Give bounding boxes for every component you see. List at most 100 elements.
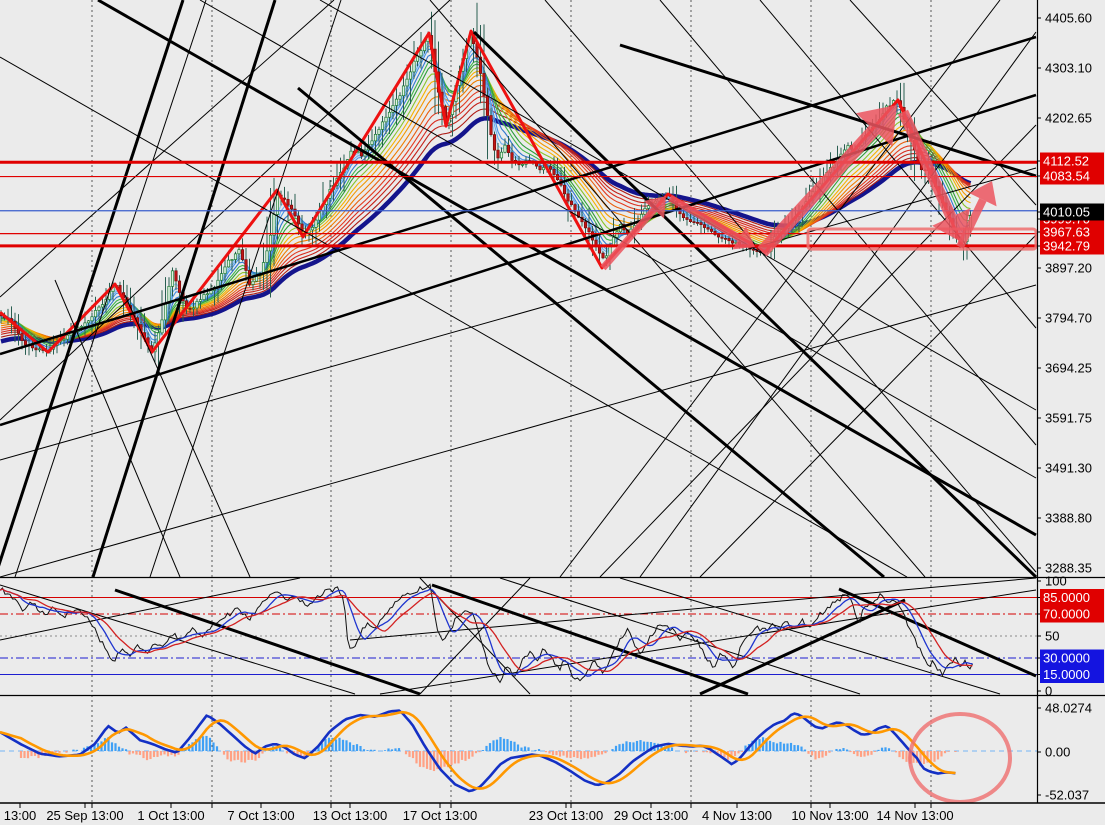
trendline[interactable] — [54, 279, 181, 577]
trend-arrow-shaft[interactable] — [897, 109, 957, 220]
stoch-trendline[interactable] — [499, 578, 861, 695]
trendline[interactable] — [0, 35, 1037, 356]
trend-arrow-head[interactable] — [644, 196, 666, 219]
candle-bear — [699, 222, 703, 225]
stoch-trendline[interactable] — [114, 588, 421, 695]
highlight-ellipse[interactable] — [908, 712, 1012, 803]
histogram-bar-negative — [586, 751, 590, 759]
trend-arrow-shaft[interactable] — [757, 125, 879, 257]
candle-bull — [643, 208, 647, 215]
price-tick-label: 3694.25 — [1045, 361, 1092, 376]
price-zone-rectangle[interactable] — [806, 227, 1037, 251]
trendline[interactable] — [544, 0, 1037, 573]
candle-bear — [538, 165, 542, 171]
stoch-trendline[interactable] — [0, 578, 301, 641]
time-axis-label[interactable]: 7 Oct 13:00 — [227, 808, 294, 823]
trendline[interactable] — [0, 284, 1037, 577]
time-axis-label[interactable]: 17 Oct 13:00 — [403, 808, 477, 823]
stoch-level-label: 50 — [1045, 629, 1059, 644]
time-axis-label[interactable]: 1 Oct 13:00 — [137, 808, 204, 823]
histogram-bar-positive — [639, 740, 642, 751]
stoch-trendline[interactable] — [419, 578, 531, 695]
time-axis-label[interactable]: 13 Oct 13:00 — [313, 808, 387, 823]
histogram-bar-positive — [481, 750, 485, 751]
stoch-trendline[interactable] — [349, 578, 1037, 641]
trendline[interactable] — [472, 30, 1037, 577]
stochastic-panel[interactable] — [0, 578, 1037, 695]
trendline[interactable] — [91, 0, 277, 577]
histogram-bar-positive — [835, 748, 838, 751]
histogram-bar-negative — [23, 751, 26, 758]
trendline[interactable] — [759, 0, 1037, 329]
candle-bull — [499, 151, 504, 159]
trendline[interactable] — [559, 0, 1001, 577]
trend-arrow-head[interactable] — [855, 105, 897, 147]
histogram-bar-negative — [296, 751, 299, 757]
stoch-trendline[interactable] — [699, 598, 906, 695]
trendline[interactable] — [0, 0, 185, 577]
histogram-bar-negative — [814, 751, 817, 760]
candle-bull — [86, 320, 91, 324]
trendline[interactable] — [849, 0, 1037, 206]
trendline[interactable] — [699, 234, 1037, 577]
trendline[interactable] — [0, 0, 335, 298]
time-axis-label[interactable]: 13:00 — [4, 808, 37, 823]
trend-arrow-shaft[interactable] — [956, 197, 987, 249]
time-axis-label[interactable]: 23 Oct 13:00 — [529, 808, 603, 823]
candle-bear — [706, 227, 710, 230]
trend-arrow-shaft[interactable] — [668, 194, 741, 241]
trendline[interactable] — [599, 124, 1037, 577]
histogram-bar-positive — [537, 749, 541, 751]
stoch-trendline[interactable] — [619, 578, 1001, 695]
candle-bear — [23, 340, 28, 346]
trend-arrow-head[interactable] — [969, 181, 997, 207]
trendline[interactable] — [659, 0, 1037, 446]
histogram-bar-positive — [754, 739, 758, 751]
histogram-bar-negative — [149, 751, 152, 760]
candle-bull — [503, 144, 507, 153]
trendline[interactable] — [0, 56, 908, 577]
histogram-bar-negative — [474, 751, 478, 754]
time-axis-label[interactable]: 29 Oct 13:00 — [614, 808, 688, 823]
candle-bear — [188, 307, 192, 310]
time-axis-label[interactable]: 14 Nov 13:00 — [876, 808, 953, 823]
histogram-bar-negative — [565, 751, 569, 758]
candle-bear — [730, 240, 735, 244]
stoch-trendline[interactable] — [431, 583, 749, 695]
candle-bear — [716, 234, 721, 238]
trend-arrow-head[interactable] — [932, 208, 971, 243]
macd-scale-label: -52.037 — [1045, 788, 1089, 803]
trendline[interactable] — [0, 0, 451, 421]
price-badge-red: 4083.54 — [1043, 169, 1090, 184]
time-axis-label[interactable]: 10 Nov 13:00 — [791, 808, 868, 823]
main-price-panel[interactable] — [0, 0, 1037, 577]
trendline[interactable] — [639, 31, 1037, 577]
histogram-bar-positive — [803, 749, 807, 751]
histogram-bar-positive — [800, 746, 803, 751]
candle-bear — [692, 221, 696, 223]
trendline[interactable] — [429, 0, 926, 577]
histogram-bar-negative — [247, 751, 250, 760]
trendline[interactable] — [0, 167, 1037, 461]
candle-bull — [79, 326, 84, 328]
stoch-trendline[interactable] — [379, 589, 1037, 695]
trend-arrow-head[interactable] — [732, 226, 755, 250]
candle-bear — [685, 217, 689, 220]
candle-bull — [226, 259, 231, 268]
time-axis-label[interactable]: 4 Nov 13:00 — [702, 808, 772, 823]
trendline[interactable] — [97, 0, 1037, 537]
candle-bear — [177, 280, 182, 293]
candle-bear — [688, 219, 693, 222]
macd-panel[interactable] — [0, 709, 1037, 803]
histogram-bar-negative — [145, 751, 149, 761]
trendline[interactable] — [124, 294, 251, 577]
histogram-bar-positive — [366, 750, 369, 751]
trendline[interactable] — [199, 0, 1037, 479]
time-axis-label[interactable]: 25 Sep 13:00 — [46, 808, 123, 823]
histogram-bar-negative — [285, 751, 289, 754]
trendline[interactable] — [14, 0, 207, 577]
candle-bull — [37, 348, 42, 351]
trend-arrow-shaft[interactable] — [600, 207, 657, 271]
trendline[interactable] — [619, 43, 1037, 178]
